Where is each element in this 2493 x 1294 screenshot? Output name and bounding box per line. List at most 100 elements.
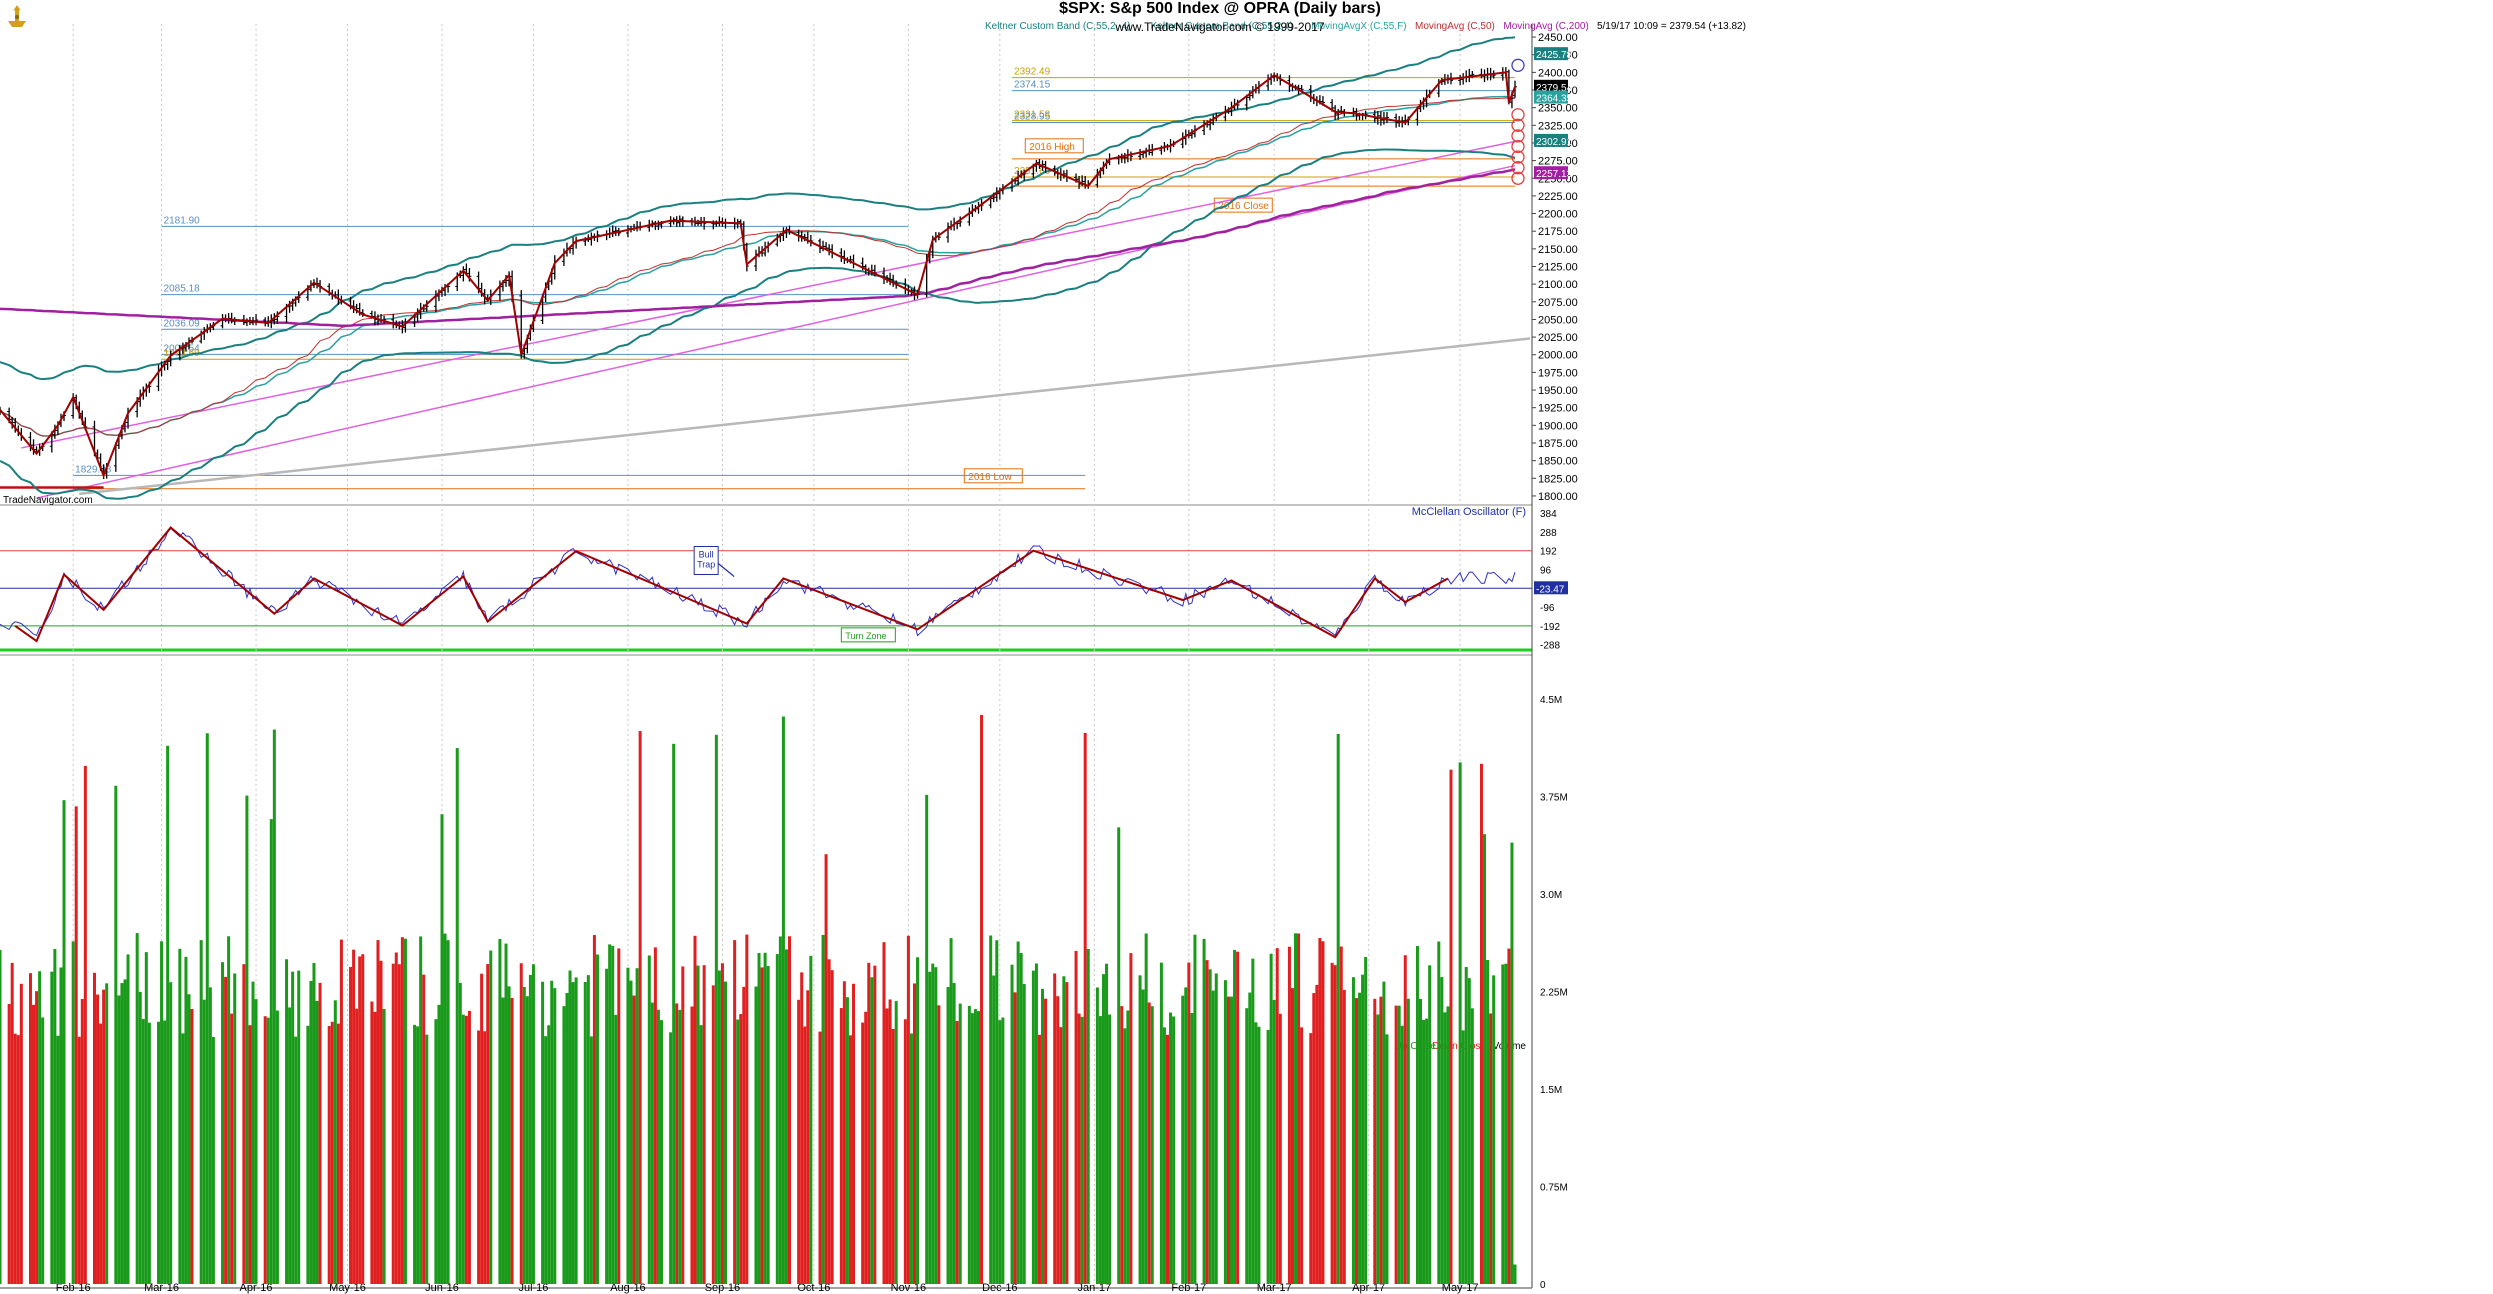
volume-bar — [916, 957, 920, 1284]
volume-bar — [778, 936, 782, 1284]
volume-bar — [422, 974, 426, 1284]
volume-bar — [934, 967, 938, 1284]
volume-bar — [864, 1011, 868, 1284]
volume-bar — [309, 980, 313, 1284]
volume-bar — [717, 970, 721, 1284]
volume-bar — [1074, 950, 1078, 1284]
volume-bar — [99, 1023, 103, 1284]
y-tick-label: 2325.00 — [1538, 120, 1578, 132]
volume-bar — [489, 950, 493, 1284]
ma50-line — [0, 97, 1516, 437]
y-tick-label: 2200.00 — [1538, 209, 1578, 221]
volume-bar — [245, 795, 249, 1284]
volume-bar — [391, 963, 395, 1284]
volume-bar — [50, 971, 54, 1284]
x-tick-label: Oct-16 — [797, 1282, 830, 1294]
watermark-text: TradeNavigator.com — [3, 495, 93, 506]
volume-bar — [531, 964, 535, 1284]
volume-bar — [629, 980, 633, 1284]
osc-value-tag-label: -23.47 — [1536, 584, 1565, 595]
volume-bar — [818, 1031, 822, 1284]
y-tick-label: 2075.00 — [1538, 297, 1578, 309]
y-tick-label: 2225.00 — [1538, 191, 1578, 203]
volume-bar — [544, 1036, 548, 1284]
volume-bar — [1358, 992, 1362, 1284]
volume-bar — [733, 940, 737, 1284]
volume-bar — [797, 999, 801, 1284]
volume-bar — [745, 934, 749, 1284]
volume-bar — [736, 1019, 740, 1284]
legend-item: MovingAvgX (C,55,F) — [1311, 21, 1406, 32]
volume-bar — [1489, 1013, 1493, 1284]
volume-bar — [1461, 1030, 1465, 1284]
volume-bar — [967, 1005, 971, 1284]
volume-bar — [1464, 967, 1468, 1284]
osc-tick-label: -288 — [1540, 641, 1560, 652]
axis-value-tag — [1534, 133, 1568, 147]
volume-bar — [1245, 1008, 1249, 1284]
volume-bar — [1056, 996, 1060, 1284]
volume-bar — [83, 765, 87, 1284]
volume-bar — [873, 965, 877, 1284]
volume-bar — [501, 997, 505, 1284]
volume-bar — [977, 1011, 981, 1284]
volume-bar — [1065, 982, 1069, 1284]
y-tick-label: 2275.00 — [1538, 156, 1578, 168]
volume-bar — [458, 982, 462, 1284]
y-tick-label: 1850.00 — [1538, 456, 1578, 468]
volume-bar — [696, 965, 700, 1284]
volume-bar — [763, 952, 767, 1284]
volume-bar — [263, 1016, 267, 1284]
target-circle — [1511, 161, 1525, 175]
volume-bar — [562, 1006, 566, 1284]
uptrend-line — [21, 140, 1516, 449]
volume-bar — [574, 977, 578, 1284]
volume-bar — [312, 962, 316, 1284]
volume-bar — [35, 991, 39, 1284]
y-tick-label: 2175.00 — [1538, 226, 1578, 238]
volume-bar — [1141, 989, 1145, 1284]
volume-bar — [827, 959, 831, 1284]
volume-bar — [912, 983, 916, 1284]
volume-bar — [885, 1008, 889, 1284]
volume-bar — [157, 1021, 161, 1284]
x-tick-label: Apr-17 — [1352, 1282, 1385, 1294]
volume-bar — [1492, 975, 1496, 1284]
volume-bar — [477, 1030, 481, 1284]
volume-bar — [352, 949, 356, 1284]
keltner-lower-band — [0, 148, 1516, 500]
volume-bar — [114, 785, 118, 1284]
volume-bar — [1315, 984, 1319, 1284]
volume-bar — [1013, 992, 1017, 1284]
volume-bar — [1257, 1026, 1261, 1284]
volume-bar — [285, 959, 289, 1284]
volume-bar — [1172, 1016, 1176, 1284]
volume-bar — [1382, 981, 1386, 1284]
volume-bar — [1428, 965, 1432, 1284]
volume-bar — [1044, 998, 1048, 1284]
volume-bar — [1214, 973, 1218, 1284]
copyright-text: www.TradeNavigator.com © 1999-2017 — [1115, 20, 1325, 34]
volume-bar — [824, 854, 828, 1284]
volume-bar — [909, 1033, 913, 1284]
y-tick-label: 1800.00 — [1538, 491, 1578, 503]
price-panel — [0, 26, 1530, 507]
volume-tick-label: 1.5M — [1540, 1085, 1562, 1096]
volume-bar — [1467, 978, 1471, 1284]
legend-item: Keltner Custom Band (C,55,2,4) — [1151, 21, 1293, 32]
volume-bar — [635, 968, 639, 1284]
oscillator-zigzag — [14, 526, 1449, 643]
volume-bar — [781, 716, 785, 1284]
volume-bar — [1230, 996, 1234, 1284]
volume-bar — [1138, 975, 1142, 1284]
volume-bar — [699, 1025, 703, 1284]
volume-bar — [949, 938, 953, 1284]
volume-bar — [1507, 948, 1511, 1284]
target-circle — [1511, 139, 1525, 154]
volume-bar — [1223, 980, 1227, 1284]
volume-bar — [1095, 987, 1099, 1284]
volume-bar — [1458, 762, 1462, 1284]
volume-bar — [483, 1031, 487, 1284]
volume-bar — [839, 1008, 843, 1284]
volume-bar — [306, 1025, 310, 1284]
